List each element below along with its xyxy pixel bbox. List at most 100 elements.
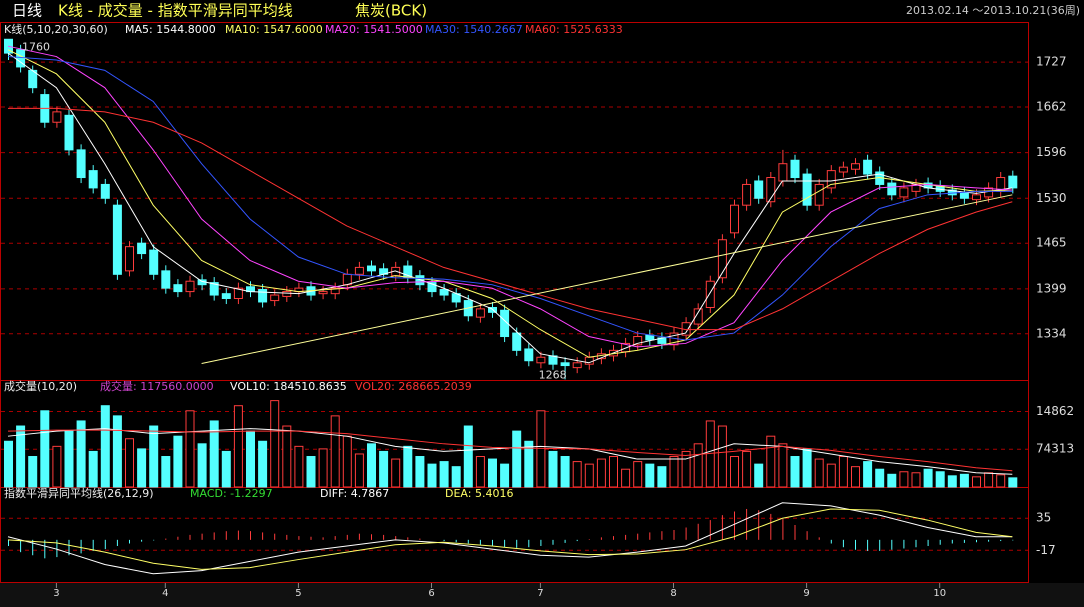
window-title: K线 - 成交量 - 指数平滑异同平均线 (58, 2, 293, 20)
volume-bar (935, 471, 945, 488)
candle-body (149, 249, 159, 275)
candle-body (88, 170, 98, 189)
volume-bar (693, 443, 703, 488)
candle-body (125, 246, 134, 272)
volume-bar (209, 420, 219, 488)
volume-bar (754, 463, 764, 488)
candle-body (742, 183, 752, 206)
candle-body (282, 291, 292, 297)
volume-bar (838, 456, 848, 488)
legend-entry: VOL10: 184510.8635 (230, 380, 347, 393)
candle-body (342, 273, 352, 286)
period: 日线 (12, 2, 42, 20)
candle-body (766, 177, 776, 203)
candle-body (790, 159, 800, 179)
volume-bar (112, 415, 122, 488)
trend-line (201, 194, 1013, 364)
volume-bar (814, 458, 824, 488)
volume-bar (717, 425, 727, 488)
candle-body (584, 356, 594, 365)
volume-bar (403, 445, 413, 488)
candle-body (754, 180, 764, 199)
volume-bar (161, 456, 171, 488)
candle-body (693, 308, 703, 325)
volume-bar (367, 443, 376, 488)
volume-bar (64, 430, 74, 488)
symbol: 焦炭(BCK) (355, 2, 427, 20)
volume-bar (306, 456, 316, 488)
volume-bar (826, 463, 836, 488)
volume-bar (233, 405, 243, 488)
volume-bar (996, 474, 1006, 488)
legend-entry: MA60: 1525.6333 (525, 23, 623, 36)
volume-bar (681, 450, 691, 488)
x-tick-label: 4 (162, 588, 168, 599)
volume-bar (451, 466, 461, 488)
volume-bar (633, 461, 643, 488)
candle-body (500, 309, 510, 338)
y-tick-label: 1334 (1036, 326, 1067, 340)
volume-bar (221, 450, 231, 488)
candle-body (100, 183, 110, 199)
volume-bar (318, 448, 328, 488)
volume-bar (100, 405, 110, 488)
legend-entry: MA10: 1547.6000 (225, 23, 323, 36)
volume-bar (88, 450, 98, 488)
y-tick-label: 1662 (1036, 100, 1067, 114)
candle-body (221, 293, 231, 300)
panel-title: 成交量(10,20) (4, 379, 77, 393)
volume-bar (185, 410, 195, 488)
candle-body (185, 280, 195, 293)
y-tick-label: 1399 (1036, 281, 1067, 295)
legend-entry: VOL20: 268665.2039 (355, 380, 472, 393)
y-tick-label: 1465 (1036, 236, 1067, 250)
volume-bar (887, 473, 897, 488)
volume-bar (342, 435, 352, 488)
candle-body (705, 280, 715, 308)
volume-bar (524, 440, 534, 488)
candle-body (64, 114, 74, 151)
y-tick-label: 14862 (1036, 404, 1074, 418)
legend-entry: MACD: -1.2297 (190, 487, 273, 500)
volume-bar (40, 410, 50, 488)
indicator-line (8, 107, 1013, 331)
volume-bar (1008, 477, 1018, 488)
volume-bar (766, 435, 776, 488)
volume-bar (645, 463, 655, 488)
volume-bar (463, 425, 473, 488)
volume-bar (439, 461, 449, 488)
candle-body (814, 183, 824, 206)
candle-body (863, 159, 873, 175)
volume-bar (959, 473, 969, 488)
volume-bar (294, 445, 304, 488)
candle-body (887, 182, 897, 196)
volume-bar (596, 458, 606, 488)
legend-entry: MA5: 1544.8000 (125, 23, 216, 36)
x-tick-label: 7 (537, 588, 543, 599)
candle-body (717, 239, 727, 279)
volume-bar (947, 475, 957, 488)
volume-bar (16, 425, 26, 488)
legend-entry: 成交量: 117560.0000 (100, 379, 214, 393)
volume-bar (475, 456, 485, 488)
indicator-line (7, 49, 1013, 358)
time-axis (0, 583, 1084, 607)
panel-title: K线(5,10,20,30,60) (4, 22, 108, 36)
price-annotation: 1268 (539, 368, 567, 381)
volume-bar (415, 456, 425, 488)
y-tick-label: 1727 (1036, 55, 1067, 69)
volume-bar (149, 425, 159, 488)
candle-body (778, 163, 788, 182)
candle-body (233, 287, 243, 300)
y-tick-label: -17 (1036, 543, 1056, 557)
volume-bar (802, 448, 812, 488)
volume-bar (76, 420, 86, 488)
volume-bar (173, 435, 183, 488)
volume-bar (500, 463, 510, 488)
candle-body (959, 192, 969, 199)
candle-body (560, 362, 570, 367)
volume-bar (790, 456, 800, 488)
volume-bar (742, 450, 752, 488)
panel-frame (0, 22, 1029, 583)
